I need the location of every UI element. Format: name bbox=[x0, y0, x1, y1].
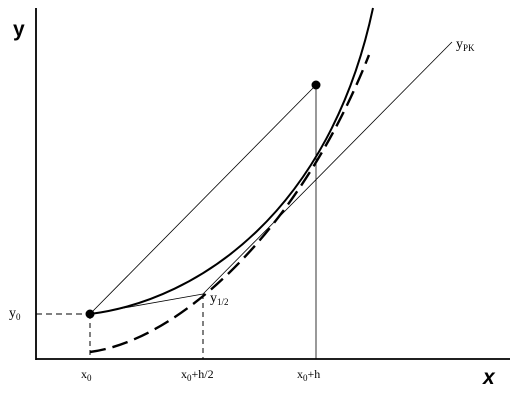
rk-approximation-curve bbox=[89, 54, 371, 354]
full-step-secant-line bbox=[89, 84, 317, 315]
x0-half-h-tick-label: x0+h/2 bbox=[181, 367, 214, 383]
x-axis-title: x bbox=[482, 366, 496, 389]
y-axis-title: y bbox=[13, 18, 25, 41]
y-half-label: y1/2 bbox=[210, 291, 229, 307]
y-rk-label: yPK bbox=[456, 37, 475, 53]
x0-h-tick-label: x0+h bbox=[297, 367, 320, 383]
x0-tick-label: x0 bbox=[81, 367, 92, 383]
initial-point-marker bbox=[85, 309, 95, 319]
y0-label: y0 bbox=[9, 306, 21, 322]
rk-slope-line bbox=[202, 41, 453, 295]
full-step-point-marker bbox=[311, 80, 321, 90]
exact-solution-curve bbox=[89, 7, 374, 315]
half-step-tangent-line bbox=[89, 293, 204, 315]
